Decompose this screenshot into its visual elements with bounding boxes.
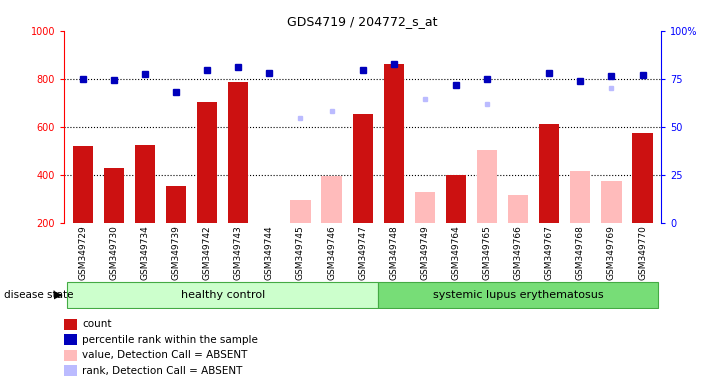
- Bar: [602, 181, 621, 223]
- Bar: [321, 176, 341, 223]
- Text: value, Detection Call = ABSENT: value, Detection Call = ABSENT: [82, 350, 248, 360]
- Bar: [166, 185, 186, 223]
- Text: GSM349747: GSM349747: [358, 225, 367, 280]
- Bar: [290, 200, 311, 223]
- Text: GSM349730: GSM349730: [109, 225, 118, 280]
- Text: rank, Detection Call = ABSENT: rank, Detection Call = ABSENT: [82, 366, 243, 376]
- Text: GSM349765: GSM349765: [483, 225, 491, 280]
- Bar: [446, 175, 466, 223]
- Text: GSM349744: GSM349744: [264, 225, 274, 280]
- Bar: [104, 167, 124, 223]
- Text: GSM349739: GSM349739: [171, 225, 181, 280]
- Title: GDS4719 / 204772_s_at: GDS4719 / 204772_s_at: [287, 15, 438, 28]
- Text: GSM349764: GSM349764: [451, 225, 461, 280]
- Bar: [539, 124, 560, 223]
- Bar: [570, 171, 590, 223]
- Text: GSM349743: GSM349743: [234, 225, 242, 280]
- Text: GSM349746: GSM349746: [327, 225, 336, 280]
- Bar: [477, 149, 497, 223]
- Bar: [135, 145, 155, 223]
- Text: GSM349745: GSM349745: [296, 225, 305, 280]
- Text: GSM349749: GSM349749: [420, 225, 429, 280]
- Bar: [415, 192, 435, 223]
- Text: systemic lupus erythematosus: systemic lupus erythematosus: [433, 290, 604, 300]
- Text: GSM349742: GSM349742: [203, 225, 212, 280]
- Text: count: count: [82, 319, 112, 329]
- Text: GSM349729: GSM349729: [78, 225, 87, 280]
- Text: GSM349748: GSM349748: [389, 225, 398, 280]
- Bar: [228, 82, 248, 223]
- FancyBboxPatch shape: [378, 282, 658, 308]
- Text: GSM349768: GSM349768: [576, 225, 585, 280]
- Bar: [633, 133, 653, 223]
- Text: ▶: ▶: [54, 290, 63, 300]
- FancyBboxPatch shape: [67, 282, 378, 308]
- Text: GSM349766: GSM349766: [513, 225, 523, 280]
- Text: healthy control: healthy control: [181, 290, 264, 300]
- Bar: [384, 65, 404, 223]
- Text: disease state: disease state: [4, 290, 73, 300]
- Text: GSM349769: GSM349769: [607, 225, 616, 280]
- Bar: [508, 195, 528, 223]
- Bar: [197, 101, 217, 223]
- Text: GSM349734: GSM349734: [140, 225, 149, 280]
- Text: percentile rank within the sample: percentile rank within the sample: [82, 335, 258, 345]
- Bar: [353, 114, 373, 223]
- Text: GSM349770: GSM349770: [638, 225, 647, 280]
- Bar: [73, 146, 92, 223]
- Text: GSM349767: GSM349767: [545, 225, 554, 280]
